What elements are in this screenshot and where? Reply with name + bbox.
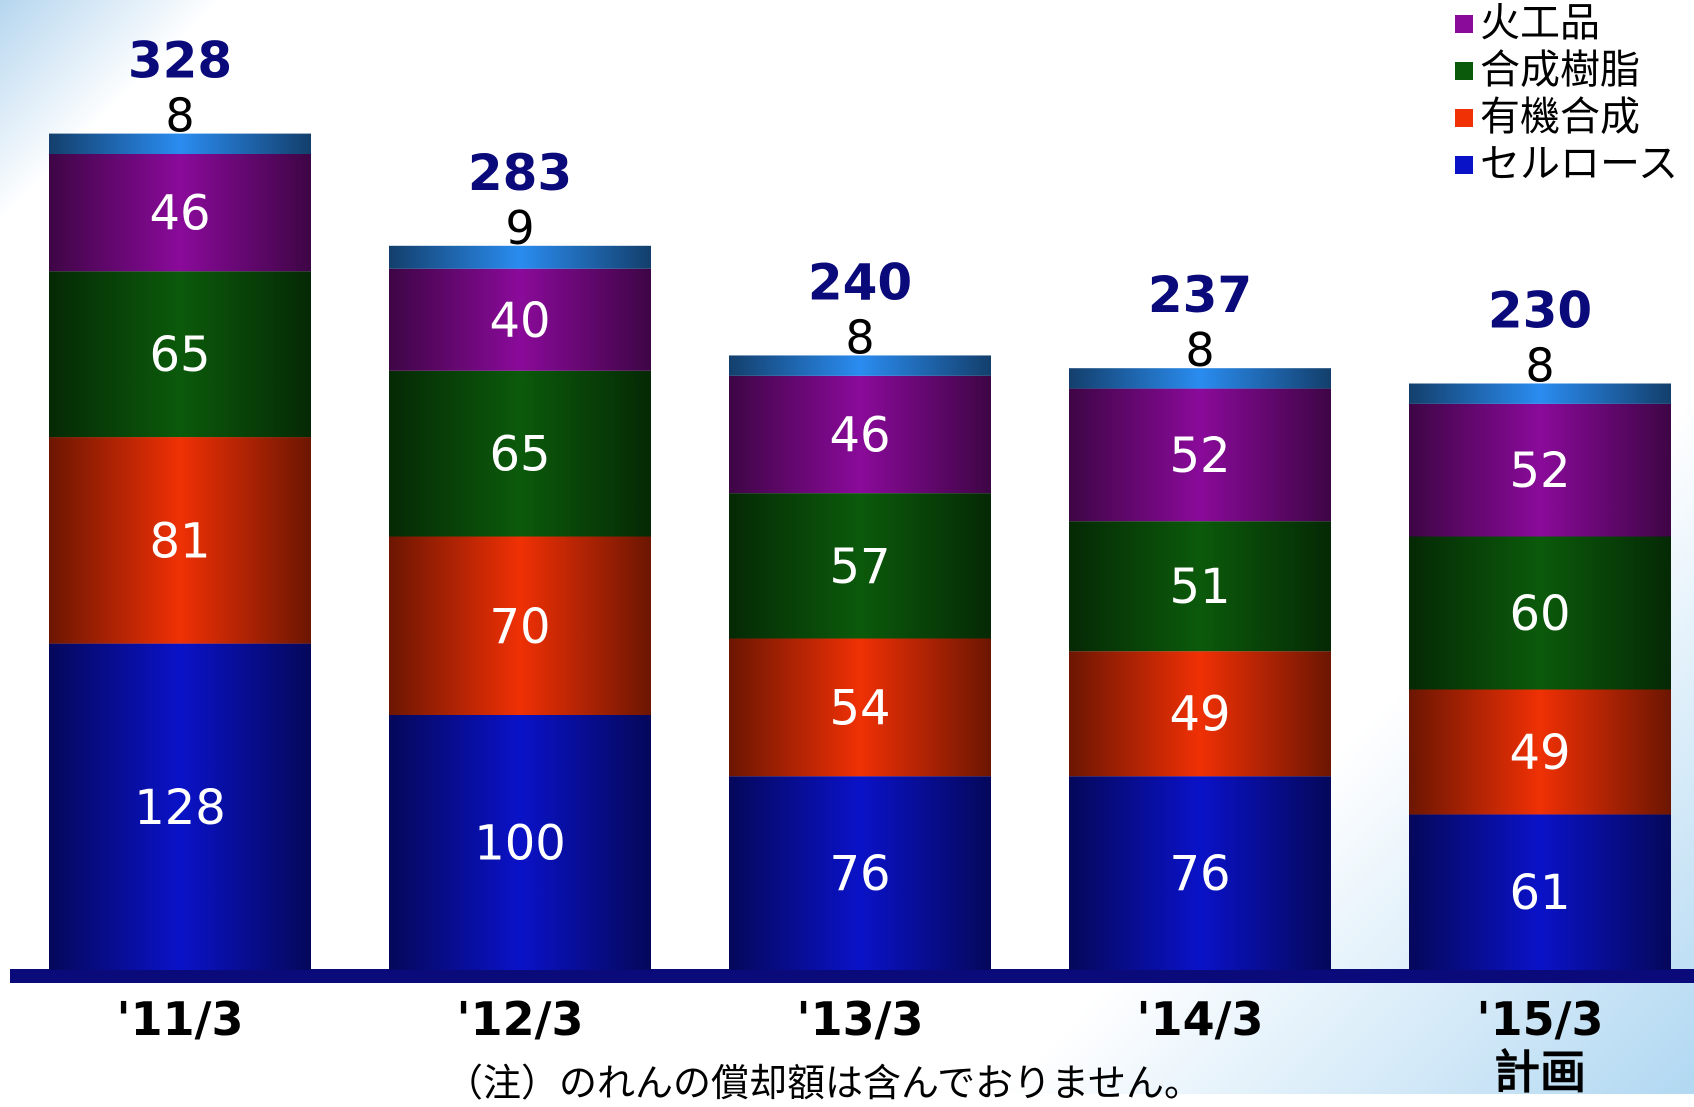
total-value-label: 240 bbox=[808, 253, 912, 311]
segment-value-label: 51 bbox=[1169, 559, 1230, 615]
bar-segment bbox=[729, 493, 991, 639]
bar-segment bbox=[729, 638, 991, 777]
segment-value-label: 65 bbox=[149, 327, 210, 383]
legend-item-yuki-gosei: 有機合成 bbox=[1455, 94, 1678, 141]
segment-value-label: 81 bbox=[149, 513, 210, 569]
legend-swatch bbox=[1455, 155, 1473, 174]
bar-segment bbox=[389, 536, 651, 715]
bar-segment bbox=[1409, 383, 1671, 404]
legend-item-cellulose: セルロース bbox=[1455, 141, 1678, 188]
bar-segment bbox=[49, 133, 311, 154]
legend-swatch bbox=[1455, 61, 1473, 80]
category-tick-label: '15/3 bbox=[1477, 992, 1604, 1046]
bar-segment bbox=[49, 643, 311, 970]
segment-value-label: 40 bbox=[489, 293, 550, 349]
bars-layer bbox=[10, 133, 1694, 983]
bar-segment bbox=[389, 268, 651, 371]
total-value-label: 237 bbox=[1148, 266, 1252, 324]
labels-layer: 1288165468328'11/31007065409283'12/37654… bbox=[117, 32, 1604, 1094]
segment-value-label: 54 bbox=[829, 680, 890, 736]
segment-value-label: 52 bbox=[1509, 443, 1570, 499]
legend-swatch bbox=[1455, 14, 1473, 33]
bar-segment bbox=[729, 375, 991, 494]
segment-value-label: 61 bbox=[1509, 865, 1570, 921]
legend-item-gosei-jushi: 合成樹脂 bbox=[1455, 47, 1678, 94]
bar-segment bbox=[1409, 814, 1671, 970]
segment-value-label: 76 bbox=[1169, 846, 1230, 902]
legend-label: セルロース bbox=[1480, 141, 1678, 187]
segment-value-label: 128 bbox=[134, 780, 226, 836]
bar-segment bbox=[389, 245, 651, 269]
segment-value-label: 46 bbox=[829, 408, 890, 464]
legend: 火工品 合成樹脂 有機合成 セルロース bbox=[1455, 0, 1678, 188]
legend-item-kakohin: 火工品 bbox=[1455, 0, 1678, 47]
segment-value-label: 8 bbox=[845, 310, 874, 364]
category-tick-label: '14/3 bbox=[1137, 992, 1264, 1046]
bar-segment bbox=[729, 776, 991, 970]
total-value-label: 328 bbox=[128, 32, 232, 90]
bar-segment bbox=[1409, 689, 1671, 815]
category-tick-label: '12/3 bbox=[457, 992, 584, 1046]
bar-segment bbox=[389, 370, 651, 537]
x-axis-baseline bbox=[10, 969, 1694, 983]
bar-segment bbox=[1069, 651, 1331, 777]
segment-value-label: 60 bbox=[1509, 586, 1570, 642]
segment-value-label: 52 bbox=[1169, 428, 1230, 484]
segment-value-label: 49 bbox=[1509, 725, 1570, 781]
bar-segment bbox=[1069, 368, 1331, 389]
segment-value-label: 76 bbox=[829, 846, 890, 902]
total-value-label: 283 bbox=[468, 144, 572, 202]
legend-label: 合成樹脂 bbox=[1480, 47, 1640, 93]
segment-value-label: 49 bbox=[1169, 687, 1230, 743]
segment-value-label: 100 bbox=[474, 816, 566, 872]
segment-value-label: 8 bbox=[165, 89, 194, 143]
bar-segment bbox=[49, 437, 311, 644]
bar-segment bbox=[1409, 403, 1671, 537]
category-tick-label: '11/3 bbox=[117, 992, 244, 1046]
segment-value-label: 70 bbox=[489, 599, 550, 655]
category-sublabel: 計画 bbox=[1494, 1045, 1586, 1094]
legend-label: 火工品 bbox=[1480, 0, 1600, 46]
legend-label: 有機合成 bbox=[1480, 94, 1640, 140]
total-value-label: 230 bbox=[1488, 282, 1592, 340]
segment-value-label: 46 bbox=[149, 186, 210, 242]
segment-value-label: 65 bbox=[489, 427, 550, 483]
footnote: （注）のれんの償却額は含んでおりません。 bbox=[445, 1061, 1202, 1105]
bar-segment bbox=[1409, 536, 1671, 690]
segment-value-label: 8 bbox=[1525, 339, 1554, 393]
segment-value-label: 9 bbox=[505, 201, 534, 255]
bar-segment bbox=[49, 154, 311, 272]
bar-segment bbox=[389, 715, 651, 970]
bar-segment bbox=[49, 271, 311, 438]
bar-segment bbox=[1069, 388, 1331, 522]
segment-value-label: 57 bbox=[829, 539, 890, 595]
bar-segment bbox=[729, 355, 991, 376]
bar-segment bbox=[1069, 776, 1331, 970]
bar-segment bbox=[1069, 521, 1331, 652]
legend-swatch bbox=[1455, 108, 1473, 127]
segment-value-label: 8 bbox=[1185, 323, 1214, 377]
category-tick-label: '13/3 bbox=[797, 992, 924, 1046]
